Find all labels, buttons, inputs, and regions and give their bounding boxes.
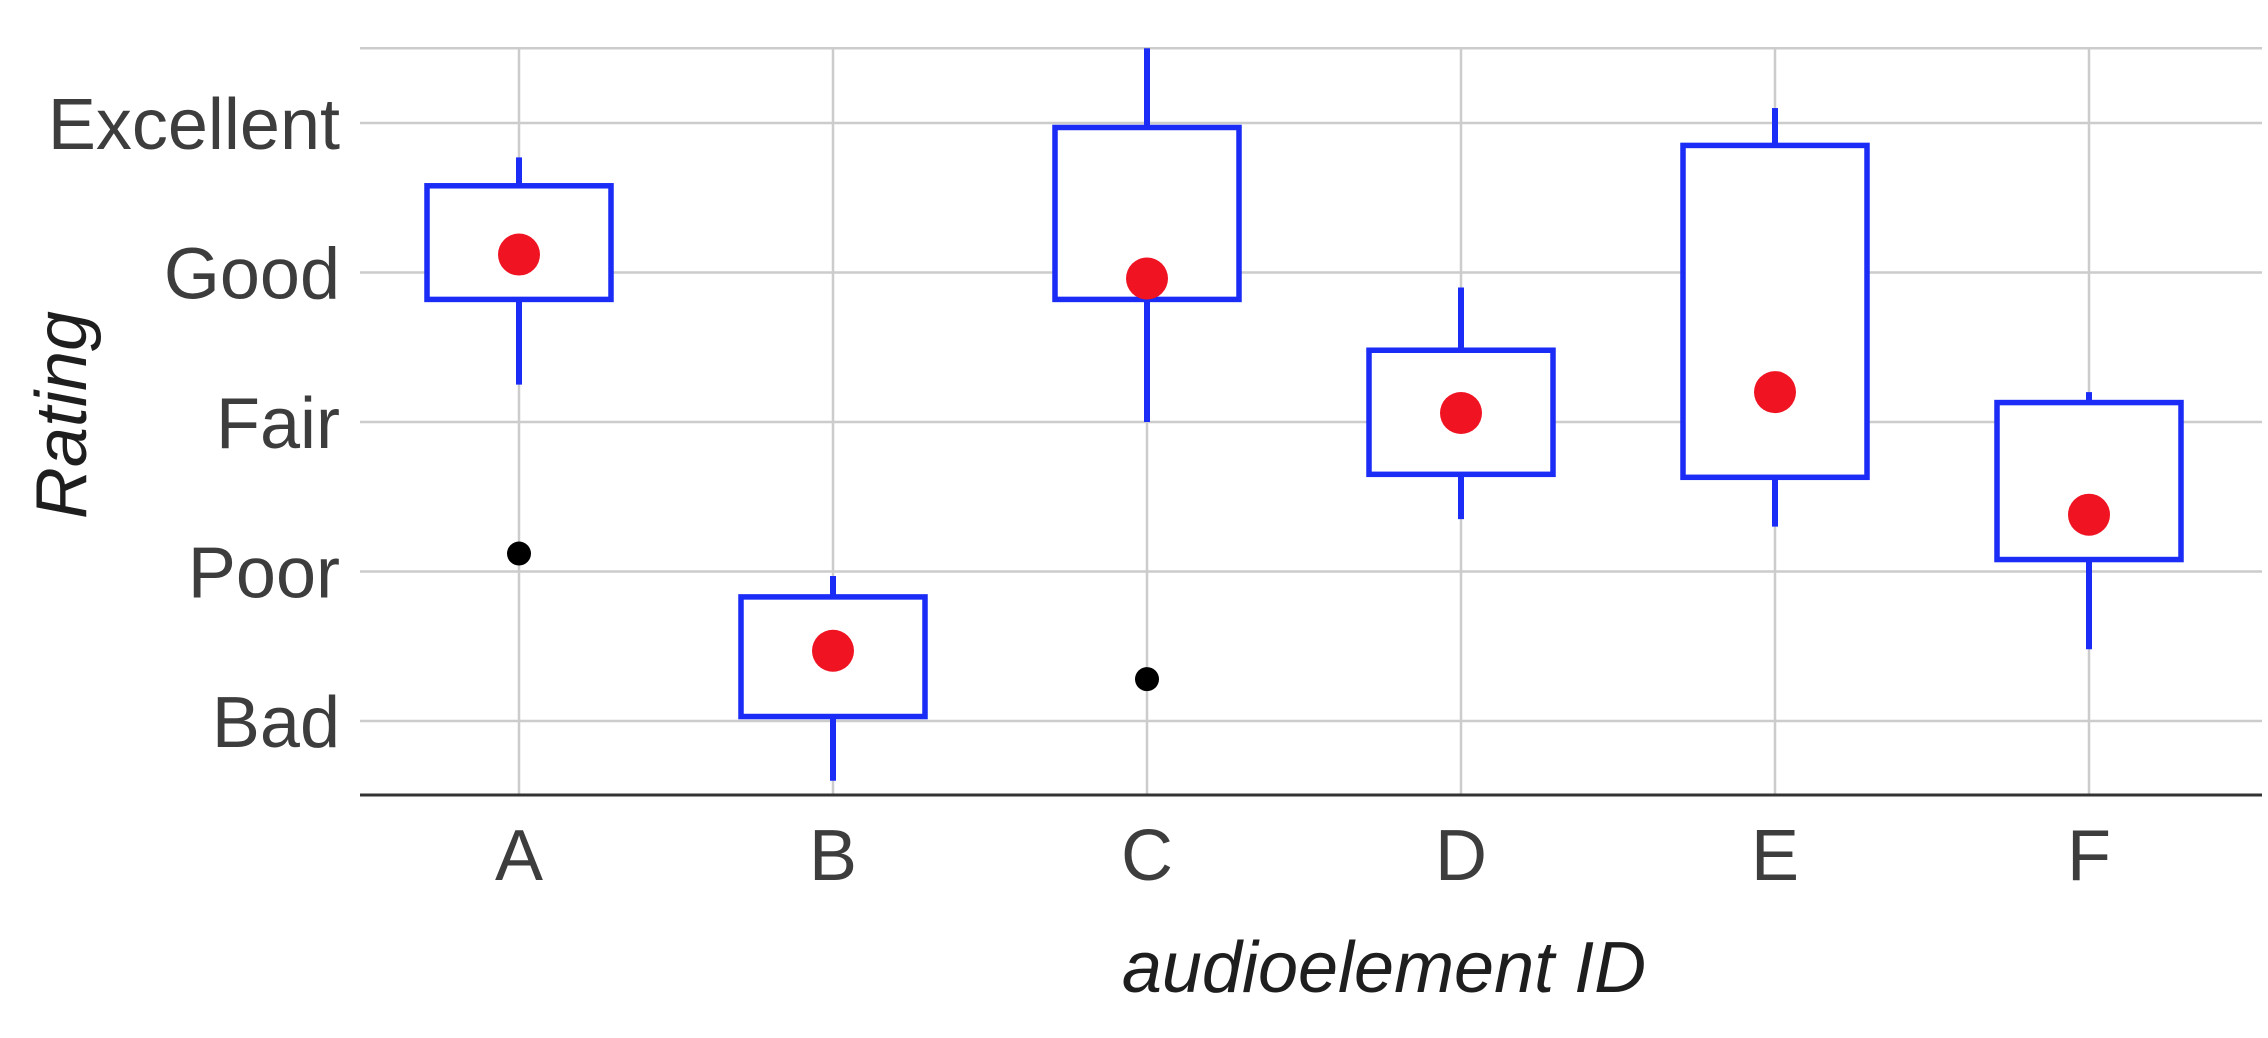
box-b xyxy=(738,575,928,781)
x-tick-label: E xyxy=(1751,816,1799,896)
x-axis-title: audioelement ID xyxy=(1122,928,1646,1008)
y-tick-label: Poor xyxy=(188,534,340,614)
mean-point xyxy=(1440,392,1482,435)
mean-point xyxy=(1126,257,1168,300)
grid-lines xyxy=(360,47,2262,795)
mean-point xyxy=(1754,371,1796,414)
box-body xyxy=(1052,124,1242,303)
x-tick-label: C xyxy=(1121,816,1173,896)
box-e xyxy=(1680,108,1870,527)
outlier-point xyxy=(507,541,531,566)
box-c xyxy=(1052,48,1242,692)
mean-point xyxy=(498,233,540,276)
y-axis-title: Rating xyxy=(22,311,102,519)
box-body xyxy=(1994,399,2184,563)
box-f xyxy=(1994,392,2184,650)
box-series xyxy=(424,48,2184,781)
x-tick-label: F xyxy=(2067,816,2111,896)
x-tick-label: D xyxy=(1435,816,1487,896)
outlier-point xyxy=(1135,667,1159,692)
box-d xyxy=(1366,287,1556,520)
x-tick-label: A xyxy=(495,816,543,896)
x-axis: A B C D E F xyxy=(360,793,2262,896)
y-axis: Bad Poor Fair Good Excellent xyxy=(48,85,340,763)
y-tick-label: Bad xyxy=(212,683,340,763)
y-tick-label: Good xyxy=(164,235,340,315)
y-tick-label: Excellent xyxy=(48,85,340,165)
mean-point xyxy=(2068,493,2110,536)
mean-point xyxy=(812,629,854,672)
x-tick-label: B xyxy=(809,816,857,896)
box-a xyxy=(424,157,614,566)
box-body xyxy=(1680,142,1870,481)
y-tick-label: Fair xyxy=(216,384,340,464)
